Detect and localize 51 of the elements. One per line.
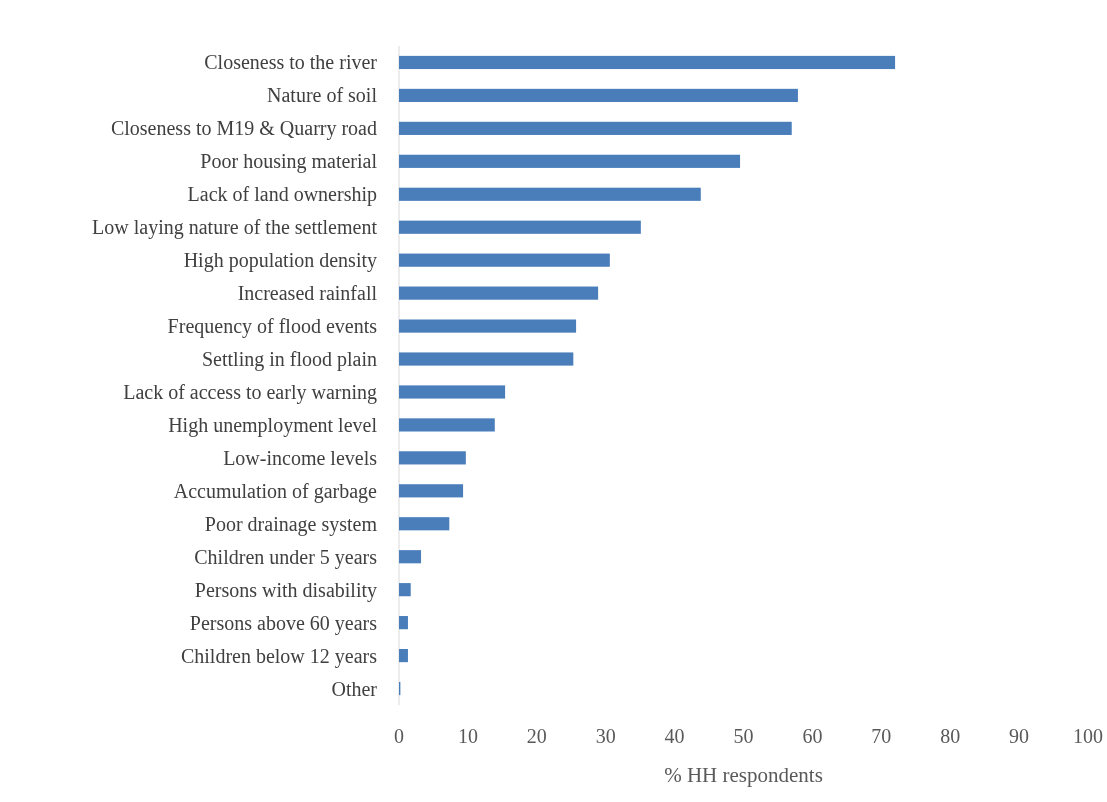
x-tick-label: 70 [871,725,892,747]
y-tick-label: Frequency of flood events [167,315,378,339]
y-tick-label: Persons above 60 years [189,611,378,635]
bar [399,187,701,201]
y-tick-label: Persons with disability [194,578,377,602]
y-tick-label: Lack of access to early warning [123,380,377,404]
bar [399,88,798,103]
x-tick-label: 100 [1073,725,1103,747]
y-tick-label: Lack of land ownership [187,183,377,207]
y-tick-label: Low-income levels [223,446,378,469]
bar [399,517,450,531]
y-tick-label: Children below 12 years [180,644,378,668]
x-tick-label: 10 [457,725,478,747]
y-tick-label: Low laying nature of the settlement [92,216,378,240]
bar [399,484,464,498]
y-tick-label: High unemployment level [168,413,378,437]
bar [399,648,408,663]
x-tick-label: 40 [664,725,685,747]
y-tick-label: Closeness to the river [204,51,378,74]
y-tick-label: Poor drainage system [204,512,378,536]
bar [399,154,741,168]
bar [399,385,506,399]
bar [399,418,495,432]
bar [399,286,599,300]
bar [399,550,422,564]
y-tick-label: High population density [183,249,377,273]
y-tick-label: Closeness to M19 & Quarry road [110,117,377,141]
y-tick-label: Accumulation of garbage [173,479,378,503]
bar [399,352,574,366]
bar [399,55,896,70]
x-axis-title: % HH respondents [664,763,823,787]
y-tick-label: Children under 5 years [194,545,378,569]
x-tick-label: 90 [1009,725,1030,747]
x-tick-label: 0 [394,725,404,747]
y-tick-label: Increased rainfall [237,282,378,305]
x-tick-label: 60 [802,725,823,747]
bar [399,451,466,465]
bar [399,319,577,333]
bar [399,616,408,630]
bar [399,121,792,135]
y-tick-label: Other [331,677,378,700]
x-tick-label: 80 [940,725,961,747]
x-tick-label: 20 [526,725,547,747]
x-tick-label: 50 [733,725,754,747]
x-tick-label: 30 [595,725,616,747]
y-tick-label: Poor housing material [200,150,378,174]
bar [399,220,641,234]
bar [399,583,411,597]
bar [399,253,610,267]
y-tick-label: Nature of soil [267,84,378,107]
y-tick-label: Settling in flood plain [202,348,377,372]
